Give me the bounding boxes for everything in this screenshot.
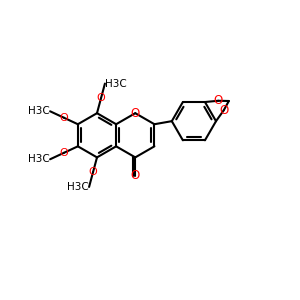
Text: O: O (131, 169, 140, 182)
Text: O: O (97, 93, 105, 103)
Text: H3C: H3C (105, 79, 127, 88)
Text: O: O (60, 148, 68, 158)
Text: O: O (219, 104, 228, 117)
Text: O: O (214, 94, 223, 107)
Text: H3C: H3C (28, 154, 50, 164)
Text: O: O (60, 113, 68, 123)
Text: H3C: H3C (28, 106, 50, 116)
Text: H3C: H3C (67, 182, 89, 192)
Text: O: O (131, 107, 140, 120)
Text: O: O (89, 167, 98, 177)
